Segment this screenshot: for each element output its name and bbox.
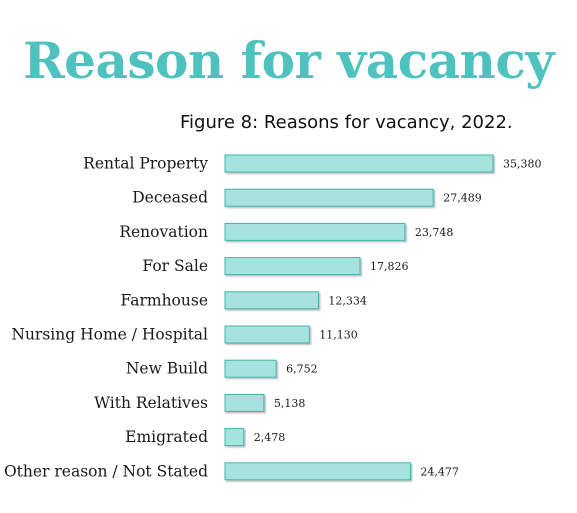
bars-layer: Rental Property 35,380 Deceased 27,489 Renov… (4, 154, 542, 481)
category-label: Farmhouse (121, 291, 208, 309)
bar (224, 393, 265, 412)
bar (224, 154, 494, 173)
bar (224, 462, 411, 481)
value-label: 2,478 (254, 431, 286, 444)
value-label: 24,477 (420, 465, 459, 478)
bar (224, 222, 406, 241)
bar (224, 257, 361, 276)
value-label: 27,489 (443, 192, 482, 205)
value-label: 5,138 (274, 397, 306, 410)
page-heading: Reason for vacancy (23, 31, 554, 90)
category-label: For Sale (142, 257, 208, 275)
value-label: 23,748 (415, 226, 454, 239)
category-label: Renovation (119, 223, 208, 241)
value-label: 35,380 (503, 158, 542, 171)
bar (224, 291, 319, 310)
category-label: Emigrated (125, 428, 208, 446)
bar (224, 359, 277, 378)
category-label: New Build (126, 360, 208, 378)
category-label: Deceased (132, 189, 208, 207)
category-label: Other reason / Not Stated (4, 462, 208, 480)
category-label: With Relatives (94, 394, 208, 412)
value-label: 17,826 (370, 260, 409, 273)
category-label: Nursing Home / Hospital (11, 326, 208, 344)
category-label: Rental Property (83, 155, 208, 173)
bar (224, 428, 245, 447)
value-label: 6,752 (286, 363, 318, 376)
figure-caption: Figure 8: Reasons for vacancy, 2022. (180, 112, 513, 133)
value-label: 11,130 (319, 329, 358, 342)
bar (224, 188, 434, 207)
value-label: 12,334 (328, 294, 367, 307)
bar (224, 325, 310, 344)
